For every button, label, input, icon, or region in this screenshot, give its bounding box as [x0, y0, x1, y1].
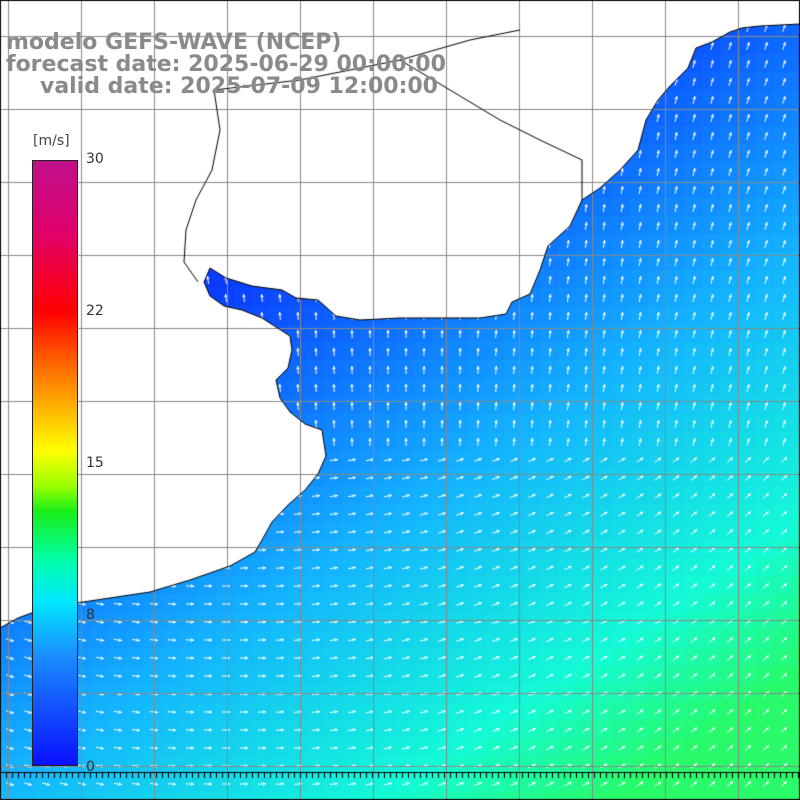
- colorbar-tick-30: 30: [86, 151, 104, 167]
- colorbar-tick-8: 8: [86, 607, 95, 623]
- forecast-date: forecast date: 2025-06-29 00:00:00: [6, 52, 446, 77]
- colorbar-units: [m/s]: [33, 133, 70, 149]
- colorbar: [32, 160, 78, 766]
- colorbar-tick-22: 22: [86, 303, 104, 319]
- colorbar-tick-0: 0: [86, 759, 95, 775]
- valid-date: valid date: 2025-07-09 12:00:00: [40, 74, 438, 99]
- model-title: modelo GEFS-WAVE (NCEP): [6, 30, 342, 55]
- colorbar-tick-15: 15: [86, 455, 104, 471]
